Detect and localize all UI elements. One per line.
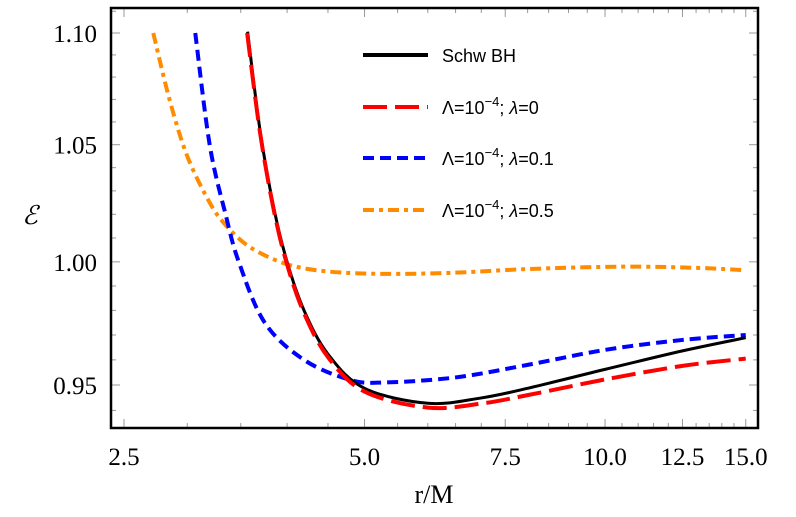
- curves: [151, 31, 747, 411]
- x-tick-label: 7.5: [490, 444, 521, 471]
- y-tick-labels: 0.95 1.00 1.05 1.10: [53, 21, 97, 400]
- legend-label: Λ=10−4; λ=0.1: [442, 145, 554, 169]
- legend-label: Λ=10−4; λ=0: [442, 94, 539, 118]
- legend-label: Λ=10−4; λ=0.5: [442, 197, 554, 221]
- series-line: [193, 32, 746, 385]
- y-tick-label: 0.95: [53, 373, 97, 400]
- legend-label-exp: −4: [485, 145, 500, 160]
- x-tick-label: 10.0: [583, 444, 627, 471]
- x-tick-label: 15.0: [724, 444, 768, 471]
- legend-label-val: =0: [518, 98, 539, 118]
- y-axis-label: ℰ: [22, 201, 40, 230]
- legend-label-base: Λ=10: [442, 149, 485, 169]
- legend-label-sep: ;: [499, 149, 509, 169]
- x-axis-label: r/M: [415, 480, 454, 509]
- legend-label-sep: ;: [499, 98, 509, 118]
- legend-entry: Λ=10−4; λ=0.1: [363, 145, 554, 169]
- axis-ticks: [111, 8, 758, 428]
- x-tick-label: 2.5: [108, 444, 139, 471]
- series-line: [245, 32, 746, 411]
- x-tick-labels: 2.5 5.0 7.5 10.0 12.5 15.0: [108, 444, 767, 471]
- series-line: [151, 32, 746, 276]
- x-tick-label: 5.0: [349, 444, 380, 471]
- legend-label: Schw BH: [442, 46, 516, 66]
- legend-entry: Schw BH: [363, 46, 516, 66]
- legend-label-lam: λ: [508, 201, 518, 221]
- legend-label-exp: −4: [485, 94, 500, 109]
- legend-label-lam: λ: [508, 98, 518, 118]
- legend: Schw BHΛ=10−4; λ=0Λ=10−4; λ=0.1Λ=10−4; λ…: [363, 46, 554, 221]
- plot-frame: [109, 6, 760, 430]
- legend-label-val: =0.5: [518, 201, 554, 221]
- legend-label-sep: ;: [499, 201, 509, 221]
- y-tick-label: 1.05: [53, 133, 97, 160]
- legend-label-lam: λ: [508, 149, 518, 169]
- legend-label-base: Λ=10: [442, 98, 485, 118]
- x-tick-label: 12.5: [661, 444, 705, 471]
- y-tick-label: 1.10: [53, 21, 97, 48]
- y-tick-label: 1.00: [53, 250, 97, 277]
- legend-entry: Λ=10−4; λ=0.5: [363, 197, 554, 221]
- legend-label-base: Λ=10: [442, 201, 485, 221]
- legend-label-val: =0.1: [518, 149, 554, 169]
- legend-entry: Λ=10−4; λ=0: [363, 94, 539, 118]
- legend-label-exp: −4: [485, 197, 500, 212]
